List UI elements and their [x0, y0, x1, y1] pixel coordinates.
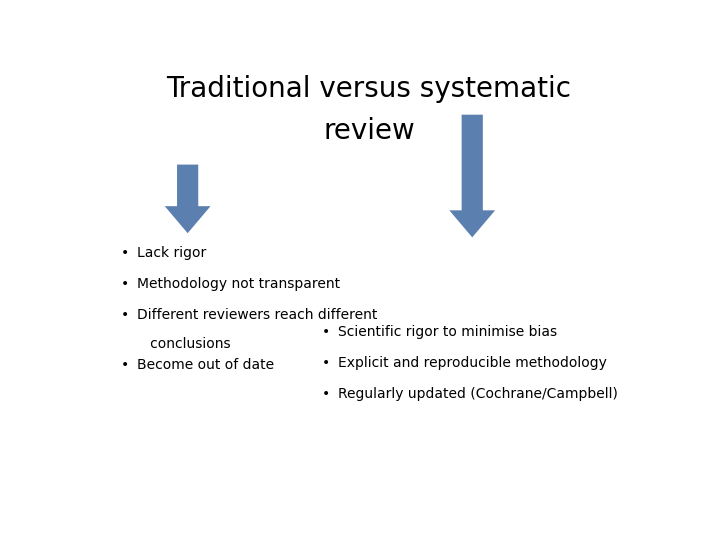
Text: Scientific rigor to minimise bias: Scientific rigor to minimise bias: [338, 325, 557, 339]
Text: •: •: [322, 325, 330, 339]
Text: •: •: [121, 308, 129, 322]
Text: conclusions: conclusions: [138, 337, 231, 351]
Text: Regularly updated (Cochrane/Campbell): Regularly updated (Cochrane/Campbell): [338, 387, 618, 401]
Text: •: •: [121, 246, 129, 260]
Polygon shape: [165, 165, 210, 233]
Polygon shape: [449, 114, 495, 238]
Text: Traditional versus systematic: Traditional versus systematic: [166, 75, 572, 103]
Text: •: •: [121, 277, 129, 291]
Text: Lack rigor: Lack rigor: [138, 246, 207, 260]
Text: Explicit and reproducible methodology: Explicit and reproducible methodology: [338, 356, 607, 370]
Text: Methodology not transparent: Methodology not transparent: [138, 277, 341, 291]
Text: •: •: [322, 356, 330, 370]
Text: Different reviewers reach different: Different reviewers reach different: [138, 308, 378, 322]
Text: review: review: [323, 117, 415, 145]
Text: Become out of date: Become out of date: [138, 358, 274, 372]
Text: •: •: [121, 358, 129, 372]
Text: •: •: [322, 387, 330, 401]
